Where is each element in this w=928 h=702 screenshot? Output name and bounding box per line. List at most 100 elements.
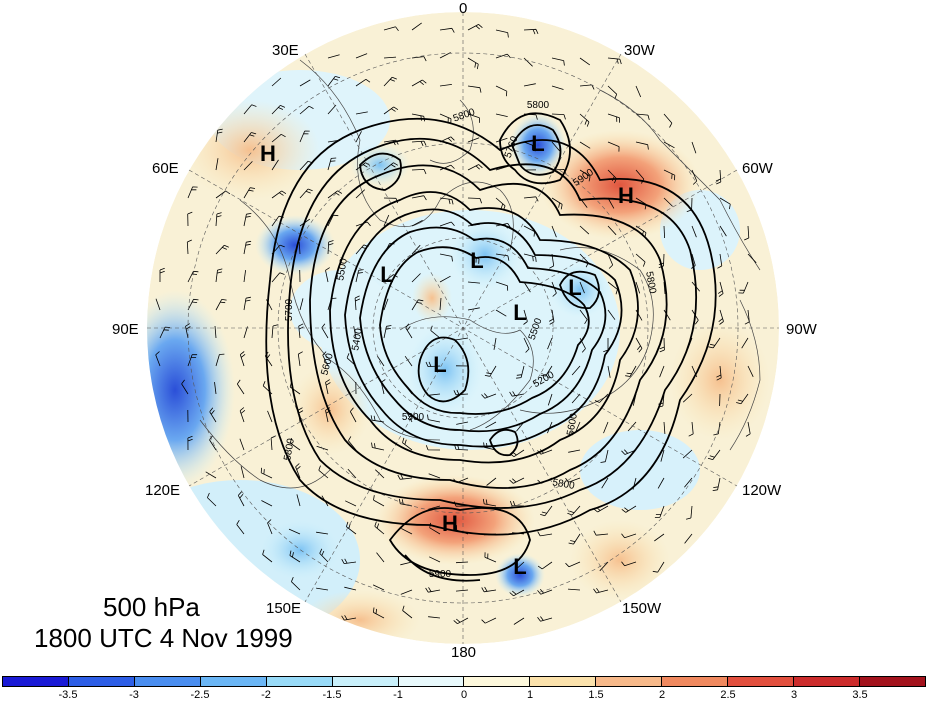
wind-barb <box>579 169 591 182</box>
wind-barb <box>484 365 497 377</box>
wind-barb <box>744 309 750 325</box>
pressure-center-l-9: L <box>531 131 544 156</box>
wind-barb <box>571 365 581 376</box>
wind-barb <box>299 79 311 87</box>
colorbar-tick-2: -2.5 <box>190 689 210 701</box>
wind-barb <box>607 197 615 209</box>
wind-barb <box>717 253 723 269</box>
wind-barb <box>495 85 508 97</box>
wind-barb <box>523 337 530 353</box>
wind-barb <box>579 84 595 90</box>
wind-barb <box>607 365 611 378</box>
wind-barb <box>297 351 303 367</box>
wind-barb <box>348 436 357 451</box>
wind-barb <box>354 295 361 311</box>
wind-barb <box>684 533 693 544</box>
wind-barb <box>383 214 390 227</box>
wind-barb <box>715 169 722 185</box>
wind-barb <box>717 281 724 297</box>
wind-barb <box>318 465 329 479</box>
height-contours <box>265 112 717 582</box>
wind-barb <box>186 239 192 255</box>
wind-barb <box>344 586 357 591</box>
wind-barb <box>243 187 256 199</box>
wind-barb <box>660 449 665 462</box>
wind-barb <box>181 379 189 395</box>
pressure-center-h-2: H <box>442 511 458 536</box>
pressure-center-l-8: L <box>513 554 526 579</box>
wind-barb <box>187 186 198 199</box>
wind-barb <box>411 79 427 87</box>
colorbar-tick-8: 1.5 <box>588 689 604 701</box>
wind-barb <box>621 561 637 567</box>
wind-barb <box>594 393 609 403</box>
wind-barb <box>214 382 217 395</box>
wind-barb <box>429 556 441 563</box>
wind-barb <box>327 214 339 227</box>
wind-barb <box>719 225 727 237</box>
wind-barb <box>523 196 539 202</box>
wind-barb <box>568 533 581 545</box>
wind-barb <box>495 281 509 291</box>
wind-barb <box>652 561 665 573</box>
lon-label-180: 180 <box>451 644 477 661</box>
wind-barb <box>299 298 304 311</box>
wind-barb <box>635 309 643 321</box>
wind-barb <box>155 351 161 367</box>
wind-barb <box>663 421 666 435</box>
wind-barb <box>288 528 301 535</box>
wind-barb <box>427 414 441 423</box>
wind-barb <box>207 492 217 507</box>
wind-barb <box>411 56 427 62</box>
wind-barb <box>621 505 637 513</box>
lon-label-60w: 60W <box>742 160 773 177</box>
pressure-center-l-3: L <box>380 262 393 287</box>
wind-barb <box>607 309 616 320</box>
lon-label-60e: 60E <box>152 160 179 177</box>
wind-barb <box>215 244 229 255</box>
wind-barb <box>547 337 553 350</box>
lon-label-30w: 30W <box>624 42 655 59</box>
colorbar-tick-5: -1 <box>393 689 403 701</box>
wind-barb <box>295 463 301 479</box>
wind-barb <box>537 616 553 622</box>
wind-barb <box>215 299 227 311</box>
wind-barb <box>327 76 341 87</box>
wind-barb <box>372 584 385 591</box>
wind-barb <box>745 421 751 437</box>
wind-barb <box>663 309 671 321</box>
wind-barb <box>327 190 343 199</box>
wind-barb <box>243 326 248 339</box>
wind-barb <box>523 141 536 152</box>
contour-label-1: 5800 <box>527 100 550 111</box>
wind-barb <box>601 477 609 489</box>
wind-barb <box>383 106 399 115</box>
pressure-center-l-4: L <box>470 248 483 273</box>
wind-barb <box>327 157 337 171</box>
wind-barb <box>747 253 757 264</box>
wind-barb <box>355 269 364 283</box>
wind-barb <box>691 169 698 185</box>
wind-barb <box>495 53 511 59</box>
wind-barb <box>271 159 279 171</box>
wind-barb <box>712 477 721 491</box>
wind-barb <box>271 105 286 115</box>
wind-barb <box>607 57 622 65</box>
wind-barb <box>707 449 721 460</box>
wind-barb <box>579 281 585 294</box>
wind-barb <box>567 588 581 591</box>
wind-barb <box>593 530 609 536</box>
wind-barb <box>404 355 413 367</box>
colorbar-tick-4: -1.5 <box>322 689 342 701</box>
wind-barb <box>373 607 385 619</box>
wind-barb <box>579 225 590 235</box>
colorbar-segment-7 <box>464 677 531 686</box>
wind-barb <box>621 533 637 539</box>
wind-barb <box>551 197 563 210</box>
colorbar-tick-0: -3.5 <box>58 689 78 701</box>
wind-barb <box>607 113 620 123</box>
wind-barb <box>214 325 217 339</box>
wind-barb <box>271 272 285 283</box>
wind-barb <box>243 161 253 171</box>
wind-barb <box>430 325 441 339</box>
